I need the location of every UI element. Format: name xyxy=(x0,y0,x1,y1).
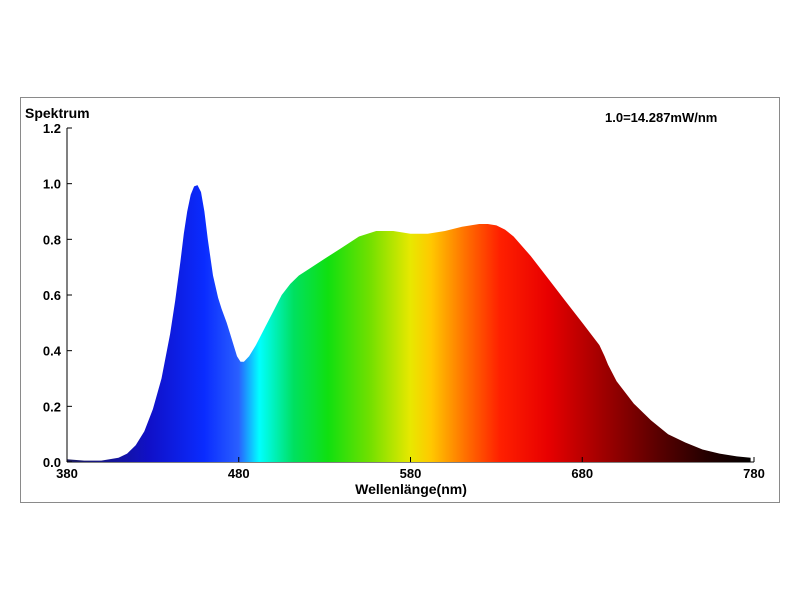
y-tick-label: 0.2 xyxy=(43,399,61,414)
y-tick-label: 1.2 xyxy=(43,121,61,136)
x-ticks: 380 480 580 680 780 xyxy=(56,457,765,481)
y-tick-label: 1.0 xyxy=(43,177,61,192)
y-axis-title: Spektrum xyxy=(25,105,90,121)
scale-annotation: 1.0=14.287mW/nm xyxy=(605,110,717,125)
x-axis-title: Wellenlänge(nm) xyxy=(355,481,467,497)
x-tick-label: 480 xyxy=(228,466,250,481)
y-tick-label: 0.8 xyxy=(43,232,61,247)
x-tick-label: 680 xyxy=(571,466,593,481)
y-tick-label: 0.6 xyxy=(43,288,61,303)
y-tick-label: 0.4 xyxy=(43,344,62,359)
x-tick-label: 380 xyxy=(56,466,78,481)
y-tick-label: 0.0 xyxy=(43,455,61,470)
chart-frame: 0.0 0.2 0.4 0.6 0.8 1.0 1.2 380 480 580 680 780 Sp… xyxy=(20,97,780,503)
spectrum-area xyxy=(67,185,751,462)
x-tick-label: 580 xyxy=(400,466,422,481)
y-ticks: 0.0 0.2 0.4 0.6 0.8 1.0 1.2 xyxy=(43,121,72,470)
spectrum-chart: 0.0 0.2 0.4 0.6 0.8 1.0 1.2 380 480 580 680 780 Sp… xyxy=(25,105,765,497)
x-tick-label: 780 xyxy=(743,466,765,481)
